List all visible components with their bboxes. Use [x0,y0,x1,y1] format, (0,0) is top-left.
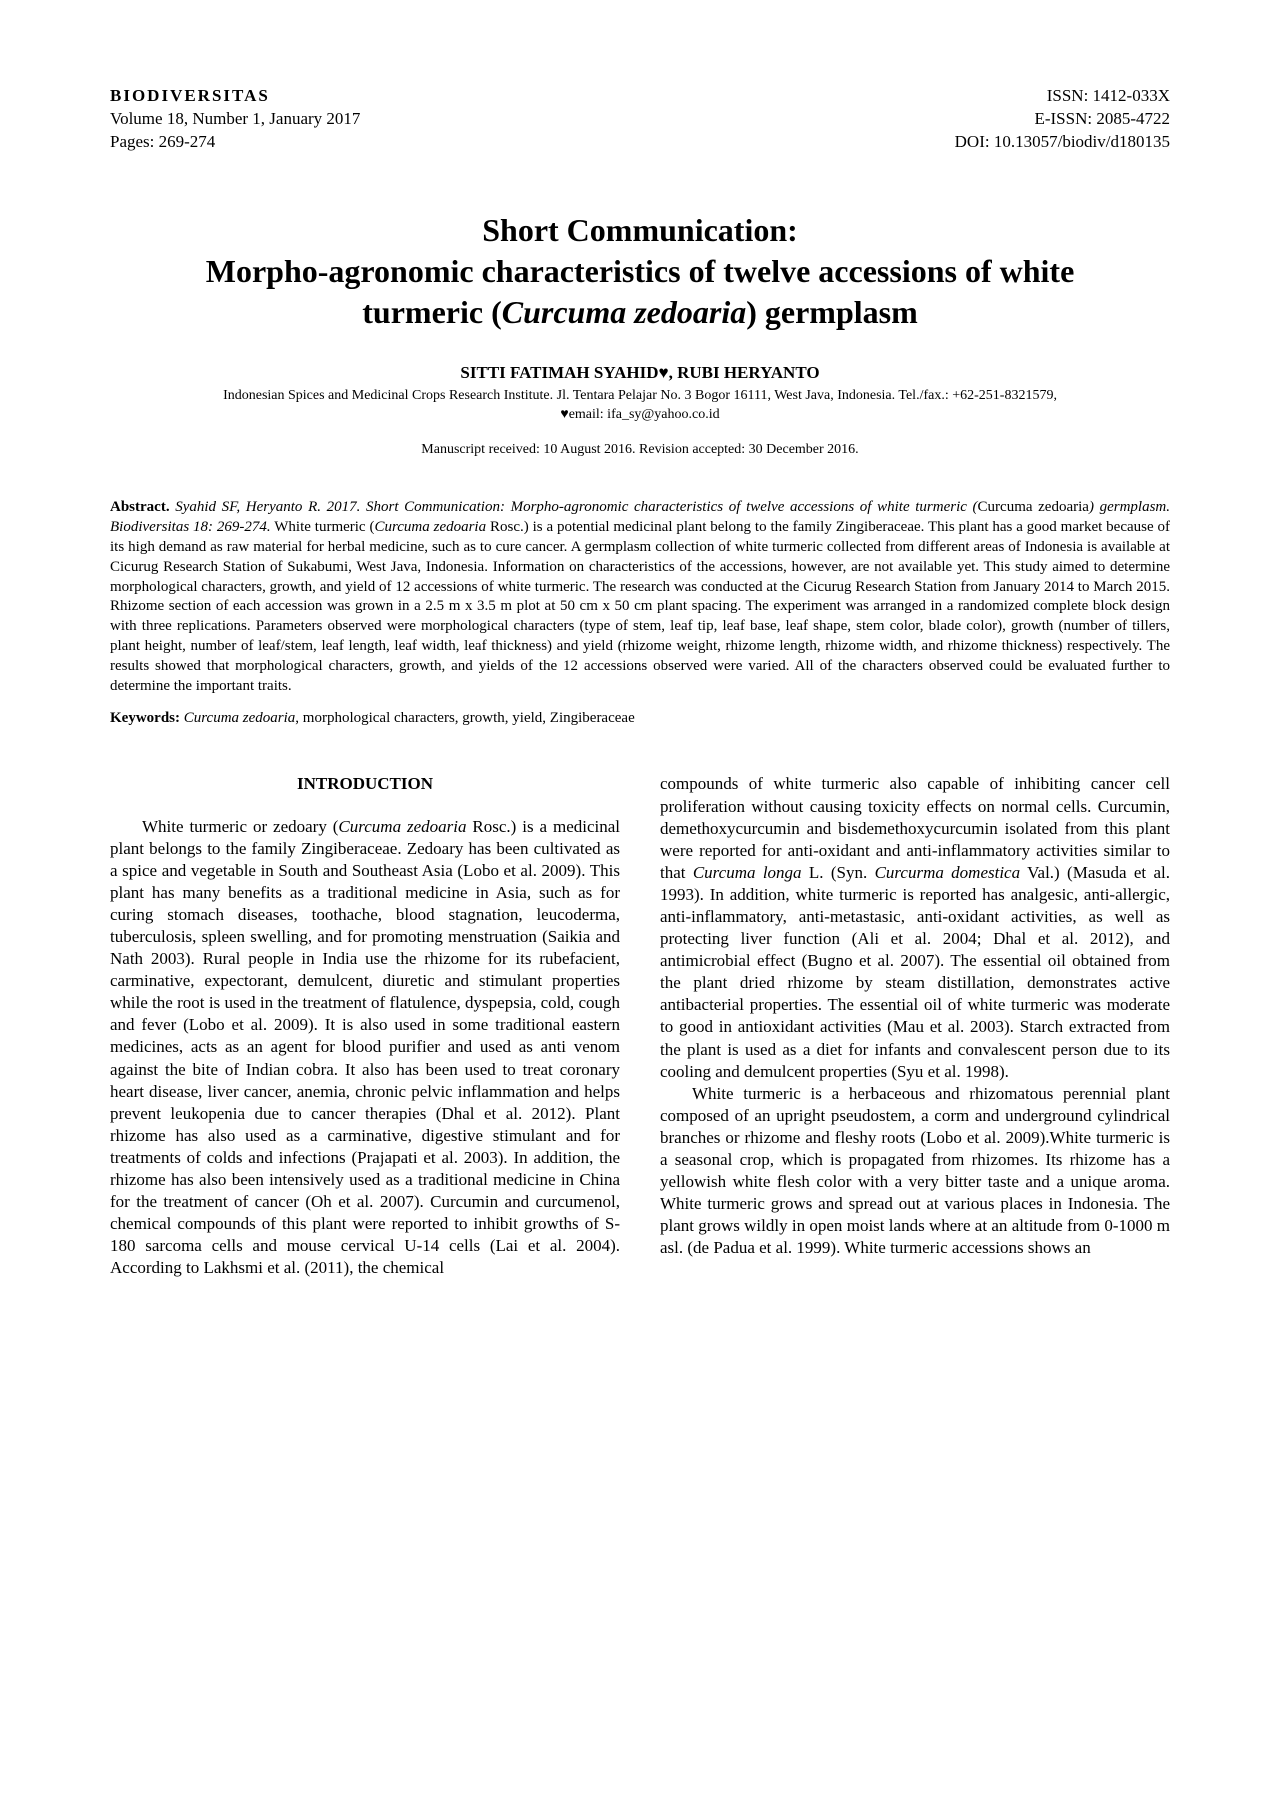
keywords: Keywords: Curcuma zedoaria, morphologica… [110,710,1170,727]
affiliation-line-1: Indonesian Spices and Medicinal Crops Re… [110,387,1170,406]
abstract-species: Curcuma zedoaria [374,519,486,535]
p1-text-b: Rosc.) is a medicinal plant belongs to t… [110,817,620,1278]
p1-species: Curcuma zedoaria [338,817,466,836]
p1c-species-1: Curcuma longa [693,863,802,882]
journal-header: BIODIVERSITAS Volume 18, Number 1, Janua… [110,85,1170,154]
title-line-2: Morpho-agronomic characteristics of twel… [110,251,1170,292]
title-species: Curcuma zedoaria [502,294,746,330]
abstract-citation-prefix: Syahid SF, Heryanto R. 2017. Short Commu… [170,499,978,515]
journal-name: BIODIVERSITAS [110,85,360,108]
keywords-species: Curcuma zedoaria [180,710,295,726]
issn: ISSN: 1412-033X [955,85,1170,108]
article-title: Short Communication: Morpho-agronomic ch… [110,210,1170,333]
column-right: compounds of white turmeric also capable… [660,773,1170,1279]
abstract-label: Abstract. [110,499,170,515]
abstract: Abstract. Syahid SF, Heryanto R. 2017. S… [110,498,1170,696]
keywords-rest: , morphological characters, growth, yiel… [295,710,634,726]
title-line-3a: turmeric ( [362,294,501,330]
p1c-species-2: Curcurma domestica [875,863,1021,882]
title-line-3b: ) germplasm [746,294,918,330]
manuscript-dates: Manuscript received: 10 August 2016. Rev… [110,442,1170,458]
intro-paragraph-1: White turmeric or zedoary (Curcuma zedoa… [110,816,620,1280]
volume-line: Volume 18, Number 1, January 2017 [110,108,360,131]
e-issn: E-ISSN: 2085-4722 [955,108,1170,131]
introduction-heading: INTRODUCTION [110,773,620,795]
p1c-text-c: Val.) (Masuda et al. 1993). In addition,… [660,863,1170,1081]
affiliation-line-2: ♥email: ifa_sy@yahoo.co.id [110,406,1170,425]
header-left: BIODIVERSITAS Volume 18, Number 1, Janua… [110,85,360,154]
doi: DOI: 10.13057/biodiv/d180135 [955,131,1170,154]
keywords-label: Keywords: [110,710,180,726]
abstract-body-a: White turmeric ( [271,519,375,535]
pages-line: Pages: 269-274 [110,131,360,154]
title-line-3: turmeric (Curcuma zedoaria) germplasm [110,292,1170,333]
body-columns: INTRODUCTION White turmeric or zedoary (… [110,773,1170,1279]
p1-text-a: White turmeric or zedoary ( [142,817,338,836]
p1c-text-b: L. (Syn. [802,863,875,882]
intro-paragraph-1-cont: compounds of white turmeric also capable… [660,773,1170,1082]
abstract-body-b: Rosc.) is a potential medicinal plant be… [110,519,1170,693]
authors: SITTI FATIMAH SYAHID♥, RUBI HERYANTO [110,363,1170,383]
title-line-1: Short Communication: [110,210,1170,251]
abstract-citation-species: Curcuma zedoaria [978,499,1089,515]
column-left: INTRODUCTION White turmeric or zedoary (… [110,773,620,1279]
header-right: ISSN: 1412-033X E-ISSN: 2085-4722 DOI: 1… [955,85,1170,154]
intro-paragraph-2: White turmeric is a herbaceous and rhizo… [660,1083,1170,1260]
